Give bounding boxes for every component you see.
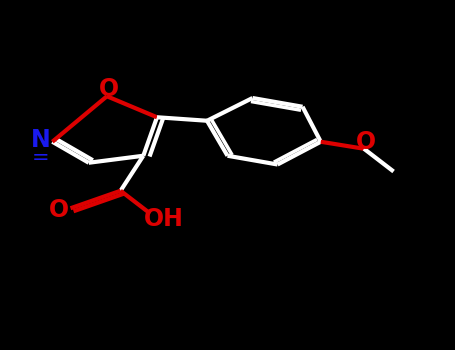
Text: O: O	[49, 198, 69, 222]
Text: N: N	[31, 128, 51, 152]
Text: OH: OH	[144, 207, 184, 231]
Text: O: O	[356, 130, 376, 154]
Text: O: O	[99, 77, 119, 101]
Text: =: =	[32, 147, 50, 168]
